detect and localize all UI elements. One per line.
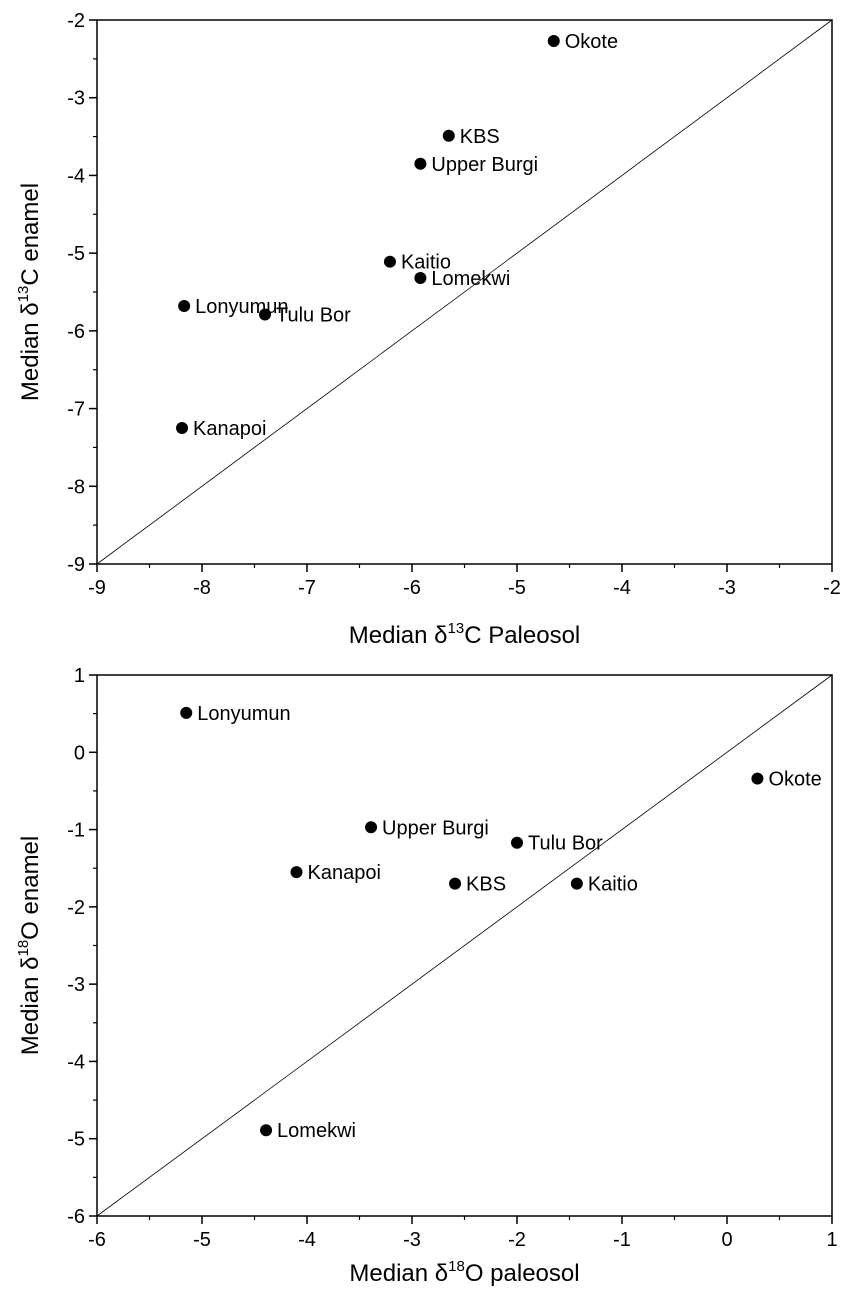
axis-title-suffix: C enamel [17,183,44,286]
axis-title-superscript: 13 [448,620,465,637]
x-tick-label: -2 [823,577,841,599]
axis-title-prefix: Median [17,970,44,1055]
data-point-label: Tulu Bor [528,833,603,855]
data-point [511,836,523,849]
axis-title-superscript: 18 [15,940,32,957]
data-point-label: Kanapoi [193,418,266,440]
data-point [383,255,396,268]
data-point [180,706,193,719]
y-tick-label: -4 [67,165,85,187]
data-point [259,308,271,321]
x-tick-label: -1 [613,1229,631,1251]
data-point-label: Kaitio [401,252,451,274]
axis-title-prefix: Median [17,316,44,401]
data-point [365,821,378,834]
axis-title-delta-symbol: δ [17,302,44,315]
data-point [449,877,462,890]
data-point-label: KBS [460,126,500,148]
axis-title-suffix: C Paleosol [464,622,580,649]
axis-title-superscript: 18 [448,1258,465,1275]
data-point-label: Tulu Bor [276,305,351,327]
data-point [442,129,455,142]
data-point-label: Okote [768,769,821,791]
x-tick-label: -7 [298,577,316,599]
x-tick-label: -5 [193,1229,211,1251]
x-tick-label: -3 [403,1229,421,1251]
y-tick-label: -3 [67,974,85,996]
axis-title-suffix: O paleosol [465,1260,580,1287]
x-tick-label: -6 [403,577,421,599]
y-tick-label: -9 [67,554,85,576]
y-tick-label: -4 [67,1051,85,1073]
data-point-label: Lonyumun [195,296,288,318]
y-tick-label: -2 [67,897,85,919]
chart-1: -9 -8 -7 -6 -5 -4 -3 -2 -9 -8 -7 -6 -5 -4 -3 -2 Median δ… [15,10,841,649]
y-tick-label: 1 [74,665,85,687]
data-point-label: Upper Burgi [431,154,538,176]
axis-title-prefix: Median [349,1260,434,1287]
axis-title-superscript: 13 [15,286,32,303]
axis-title-suffix: O enamel [17,836,44,940]
x-tick-label: -6 [88,1229,106,1251]
data-point-label: KBS [466,874,506,896]
y-tick-label: -3 [67,88,85,110]
x-axis-title: Median δ13C Paleosol [349,620,581,649]
x-tick-label: -9 [88,577,106,599]
y-tick-label: -8 [67,476,85,498]
x-tick-label: -8 [193,577,211,599]
axis-title-delta-symbol: δ [435,1260,448,1287]
x-tick-label: -2 [508,1229,526,1251]
data-point-label: Lomekwi [431,268,510,290]
data-point [547,34,560,47]
x-tick-label: 1 [826,1229,837,1251]
data-point-label: Upper Burgi [382,817,489,839]
data-point-label: Kanapoi [308,862,381,884]
y-tick-label: -5 [67,1129,85,1151]
y-tick-label: -6 [67,321,85,343]
axis-title-delta-symbol: δ [434,622,447,649]
x-tick-label: 0 [721,1229,732,1251]
data-point [176,422,189,434]
x-axis-title: Median δ18O paleosol [349,1258,579,1287]
data-point [414,272,427,285]
one-to-one-line [96,19,833,565]
data-point-label: Kaitio [588,874,638,896]
x-tick-label: -4 [298,1229,316,1251]
x-tick-label: -4 [613,577,631,599]
axis-title-prefix: Median [349,622,434,649]
y-tick-label: -5 [67,243,85,265]
y-tick-label: -7 [67,399,85,421]
data-point-label: Okote [565,31,618,53]
data-point [570,877,583,890]
y-tick-label: 0 [74,742,85,764]
data-point [751,772,764,785]
y-axis-title: Median δ18O enamel [15,836,44,1056]
y-tick-label: -2 [67,10,85,32]
y-tick-label: -1 [67,820,85,842]
data-point [178,299,191,312]
data-point [414,157,427,170]
one-to-one-line [96,674,833,1217]
data-point [260,1124,273,1137]
axis-title-delta-symbol: δ [17,957,44,970]
data-point [290,866,303,879]
data-point-label: Lonyumun [197,703,290,725]
y-axis-title: Median δ13C enamel [15,183,44,401]
y-tick-label: -6 [67,1206,85,1228]
data-point-label: Lomekwi [277,1120,356,1142]
x-tick-label: -5 [508,577,526,599]
x-tick-label: -3 [718,577,736,599]
